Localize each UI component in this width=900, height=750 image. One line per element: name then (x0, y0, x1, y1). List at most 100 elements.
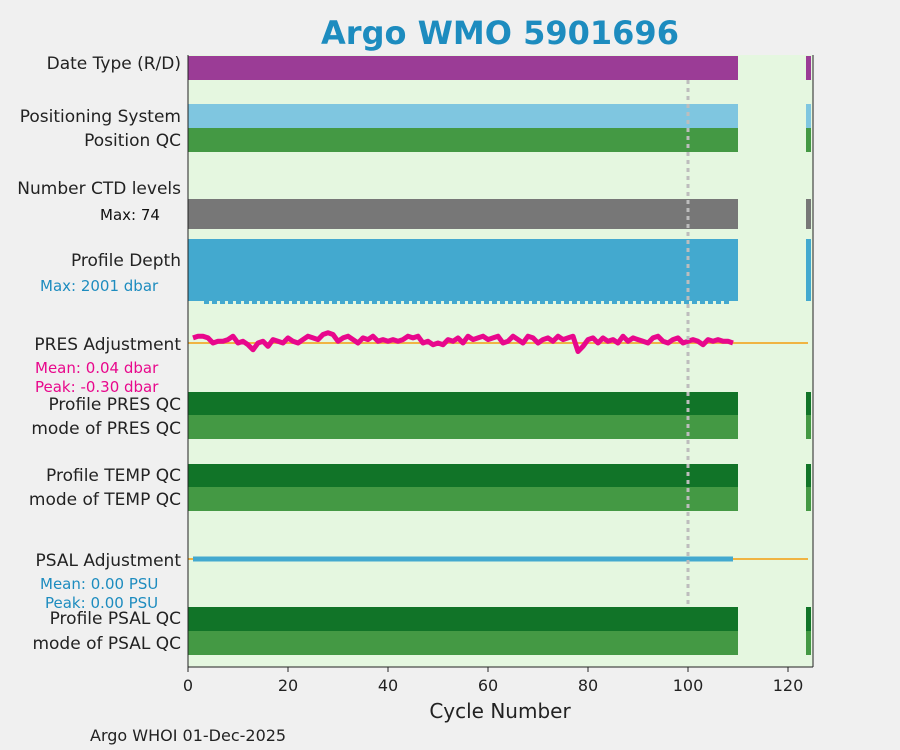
profile-depth-dot (228, 301, 233, 304)
row-sublabel-profile_depth: Max: 2001 dbar (40, 277, 159, 295)
bar-profile_depth-cycle-124 (806, 239, 811, 301)
profile-depth-dot (604, 301, 609, 304)
profile-depth-dot (404, 301, 409, 304)
pres-adjustment-line (192, 330, 734, 354)
profile-depth-dot (420, 301, 425, 304)
x-tick-label-80: 80 (578, 676, 598, 695)
bar-profile_pres_qc (188, 392, 738, 415)
profile-depth-dot (452, 301, 457, 304)
profile-depth-dot (212, 301, 217, 304)
x-tick-label-20: 20 (278, 676, 298, 695)
profile-depth-dot (716, 301, 721, 304)
bar-date_type-cycle-124 (806, 56, 811, 80)
row-sublabel-mean-psal_adjustment: Mean: 0.00 PSU (40, 575, 158, 593)
profile-depth-dot (268, 301, 273, 304)
profile-depth-dot (652, 301, 657, 304)
profile-depth-dot (468, 301, 473, 304)
profile-depth-dot (692, 301, 697, 304)
profile-depth-dot (284, 301, 289, 304)
profile-depth-dot (356, 301, 361, 304)
series-layer (188, 330, 808, 562)
profile-depth-dot (500, 301, 505, 304)
profile-depth-dot (444, 301, 449, 304)
bar-mode_pres_qc-cycle-124 (806, 415, 811, 439)
row-sublabel-ctd_levels: Max: 74 (100, 206, 160, 224)
profile-depth-dot (340, 301, 345, 304)
bar-positioning_system (188, 104, 738, 128)
bar-mode_temp_qc (188, 487, 738, 511)
row-label-profile_psal_qc: Profile PSAL QC (50, 609, 181, 629)
profile-depth-dot (636, 301, 641, 304)
profile-depth-dot (308, 301, 313, 304)
profile-depth-dot (556, 301, 561, 304)
profile-depth-dot (476, 301, 481, 304)
profile-depth-dot (684, 301, 689, 304)
profile-depth-dot (572, 301, 577, 304)
x-tick-label-100: 100 (673, 676, 704, 695)
profile-depth-dot (276, 301, 281, 304)
profile-depth-dot (380, 301, 385, 304)
bar-date_type (188, 56, 738, 80)
bar-profile_psal_qc-cycle-124 (806, 607, 811, 631)
row-label-ctd_levels: Number CTD levels (17, 179, 181, 199)
profile-depth-dot (540, 301, 545, 304)
profile-depth-dot (292, 301, 297, 304)
profile-depth-dot (668, 301, 673, 304)
profile-depth-dot (676, 301, 681, 304)
bar-position_qc-cycle-124 (806, 128, 811, 152)
profile-depth-dot (644, 301, 649, 304)
bar-mode_temp_qc-cycle-124 (806, 487, 811, 511)
profile-depth-dot (708, 301, 713, 304)
profile-depth-dot (596, 301, 601, 304)
profile-depth-dot (428, 301, 433, 304)
profile-depth-dot (612, 301, 617, 304)
profile-depth-dot (700, 301, 705, 304)
profile-depth-dot (516, 301, 521, 304)
row-label-mode_temp_qc: mode of TEMP QC (29, 490, 181, 510)
row-label-profile_temp_qc: Profile TEMP QC (46, 466, 181, 486)
bar-ctd_levels (188, 199, 738, 229)
bar-mode_psal_qc-cycle-124 (806, 631, 811, 655)
profile-depth-dot (260, 301, 265, 304)
bar-mode_psal_qc (188, 631, 738, 655)
row-label-mode_psal_qc: mode of PSAL QC (32, 634, 181, 654)
profile-depth-dot (412, 301, 417, 304)
row-label-pres_adjustment: PRES Adjustment (34, 335, 181, 355)
x-tick-label-60: 60 (478, 676, 498, 695)
profile-depth-dot (236, 301, 241, 304)
profile-depth-dot (724, 301, 729, 304)
profile-depth-dot (348, 301, 353, 304)
bars-layer (188, 56, 811, 655)
bar-profile_pres_qc-cycle-124 (806, 392, 811, 415)
profile-depth-dot (524, 301, 529, 304)
profile-depth-dot (628, 301, 633, 304)
x-tick-label-120: 120 (773, 676, 804, 695)
x-tick-label-40: 40 (378, 676, 398, 695)
footer-text: Argo WHOI 01-Dec-2025 (90, 726, 286, 745)
row-label-positioning_system: Positioning System (20, 107, 181, 127)
row-labels: Date Type (R/D) Positioning System Positio… (17, 54, 181, 654)
profile-depth-dot (548, 301, 553, 304)
profile-depth-dot (372, 301, 377, 304)
row-label-profile_pres_qc: Profile PRES QC (48, 395, 181, 415)
row-label-mode_pres_qc: mode of PRES QC (31, 419, 181, 439)
row-label-psal_adjustment: PSAL Adjustment (36, 551, 182, 571)
x-axis-label: Cycle Number (429, 699, 571, 723)
profile-depth-dot (300, 301, 305, 304)
profile-depth-dot (460, 301, 465, 304)
profile-depth-dot (620, 301, 625, 304)
row-sublabel-peak-pres_adjustment: Peak: -0.30 dbar (35, 378, 159, 396)
profile-depth-dot (564, 301, 569, 304)
bar-mode_pres_qc (188, 415, 738, 439)
row-label-position_qc: Position QC (84, 131, 181, 151)
row-sublabel-peak-psal_adjustment: Peak: 0.00 PSU (45, 594, 158, 612)
plot-area (188, 55, 813, 667)
profile-depth-dot (204, 301, 209, 304)
profile-depth-dot (364, 301, 369, 304)
profile-depth-dot (492, 301, 497, 304)
profile-depth-dot (396, 301, 401, 304)
profile-depth-dot (244, 301, 249, 304)
bar-ctd_levels-cycle-124 (806, 199, 811, 229)
profile-depth-dot (484, 301, 489, 304)
